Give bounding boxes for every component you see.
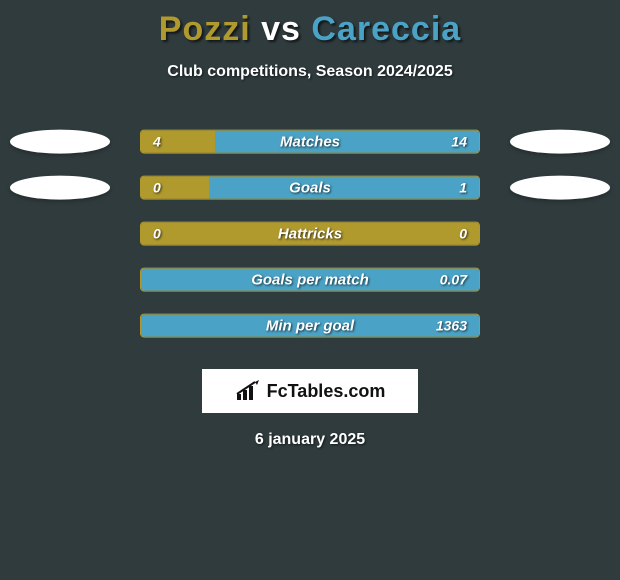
stat-bar: Matches4 14: [140, 130, 480, 154]
date-label: 6 january 2025: [0, 431, 620, 449]
brand-icon: [235, 380, 261, 402]
stat-value-right: 0: [459, 223, 467, 245]
stat-row: Min per goal1363: [0, 305, 620, 351]
stat-value-left: 0: [153, 177, 161, 199]
brand-text: FcTables.com: [267, 381, 386, 402]
page-title: Pozzi vs Careccia: [0, 0, 620, 49]
stat-bar: Min per goal1363: [140, 314, 480, 338]
brand-badge: FcTables.com: [202, 369, 418, 413]
stat-row: Goals per match0.07: [0, 259, 620, 305]
stat-rows: Matches414Goals01Hattricks00Goals per ma…: [0, 121, 620, 351]
left-marker: [10, 176, 110, 200]
stat-bar: Hattricks0 0: [140, 222, 480, 246]
subtitle: Club competitions, Season 2024/2025: [0, 63, 620, 81]
stat-row: Hattricks0 0: [0, 213, 620, 259]
right-marker: [510, 176, 610, 200]
stat-row: Goals0 1: [0, 167, 620, 213]
left-marker: [10, 130, 110, 154]
stat-bar: Goals0 1: [140, 176, 480, 200]
player-right-name: Careccia: [311, 10, 461, 48]
stat-row: Matches4 14: [0, 121, 620, 167]
player-left-name: Pozzi: [159, 10, 251, 48]
stat-label: Matches: [141, 131, 479, 153]
stat-value-left: 4: [153, 131, 161, 153]
stat-label: Goals: [141, 177, 479, 199]
vs-label: vs: [261, 10, 301, 48]
stat-value-right: 1363: [436, 315, 467, 337]
stat-bar: Goals per match0.07: [140, 268, 480, 292]
stat-label: Goals per match: [141, 269, 479, 291]
comparison-panel: Pozzi vs Careccia Club competitions, Sea…: [0, 0, 620, 580]
stat-value-right: 14: [451, 131, 467, 153]
stat-label: Hattricks: [141, 223, 479, 245]
stat-value-left: 0: [153, 223, 161, 245]
right-marker: [510, 130, 610, 154]
stat-value-right: 0.07: [440, 269, 467, 291]
stat-value-right: 1: [459, 177, 467, 199]
stat-label: Min per goal: [141, 315, 479, 337]
